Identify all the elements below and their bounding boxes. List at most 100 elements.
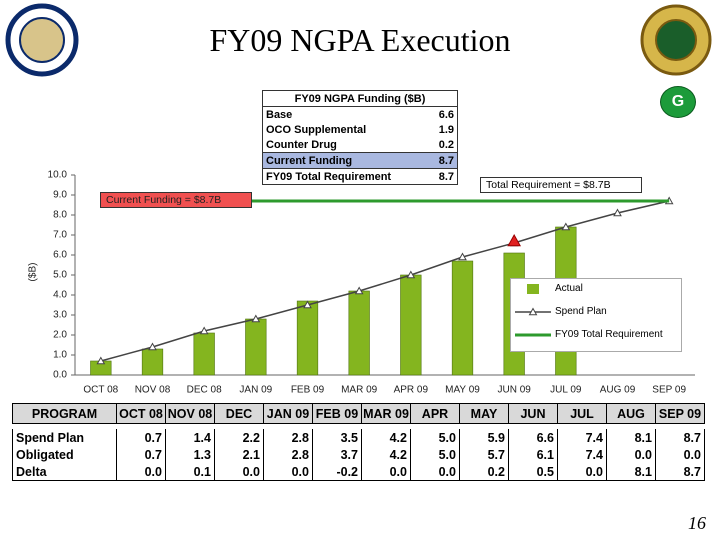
x-tick-label: OCT 08 [83,385,118,396]
annotation: Current Funding = $8.7B [100,192,252,208]
bar [348,290,370,376]
column-header: DEC [214,403,264,424]
row-label: Obligated [12,446,117,463]
cell: 4.2 [361,429,411,446]
line [100,200,670,362]
data-table: PROGRAM OCT 08 NOV 08 DEC JAN 09 FEB 09 MAR 09… [12,403,705,481]
cell: 0.0 [116,463,166,481]
cell: 0.0 [655,446,705,463]
bar [245,318,267,376]
y-tick-label: 10.0 [48,170,68,181]
cell: 0.1 [165,463,215,481]
bar [141,348,164,376]
column-header: MAY [459,403,509,424]
bar [451,260,474,376]
legend-swatch [515,307,551,316]
legend: Actual Spend Plan FY09 Total Requirement [510,278,682,352]
status-badge: G [660,86,696,118]
y-tick-label: 2.0 [53,330,67,341]
cell: 2.8 [263,429,313,446]
row-label: OCO Supplemental [266,123,367,136]
cell: -0.2 [312,463,362,481]
column-header: JAN 09 [263,403,313,424]
y-tick-label: 4.0 [53,290,67,301]
legend-marker [528,307,538,316]
x-tick-label: APR 09 [394,385,429,396]
y-tick-label: 7.0 [53,230,67,241]
cell: 0.2 [459,463,509,481]
table-row: Delta 0.0 0.1 0.0 0.0 -0.2 0.0 0.0 0.2 0.5 0.0 8.1 8… [12,463,705,481]
legend-label: Actual [555,283,583,294]
column-header: APR [410,403,460,424]
line-marker [354,286,364,295]
cell: 0.7 [116,446,166,463]
cell: 8.7 [429,152,458,169]
cell: 5.0 [410,446,460,463]
line-marker [199,326,209,335]
cell: 3.5 [312,429,362,446]
x-tick-label: DEC 08 [187,385,222,396]
line-marker [96,356,106,365]
bar [296,300,319,376]
row-label: Counter Drug [266,138,337,151]
cell: 1.9 [438,123,454,136]
column-header: AUG [606,403,656,424]
x-tick-label: NOV 08 [135,385,171,396]
row-label: Spend Plan [12,429,117,446]
table-row: Spend Plan 0.7 1.4 2.2 2.8 3.5 4.2 5.0 5.9 6.6 7.4… [12,429,705,446]
line-marker [458,252,467,261]
cell: 1.4 [165,429,215,446]
page-number: 16 [688,513,706,533]
cell: 5.9 [459,429,509,446]
table-row: Obligated 0.7 1.3 2.1 2.8 3.7 4.2 5.0 5.7 6.1 7.4 0… [12,446,705,463]
table-title-row: FY09 NGPA Funding ($B) [262,90,458,107]
cell: 2.1 [214,446,264,463]
column-header: NOV 08 [165,403,215,424]
x-tick-label: JUL 09 [550,385,582,396]
cell: 7.4 [557,446,607,463]
bar [400,274,422,376]
column-header: PROGRAM [12,403,117,424]
y-tick-label: 1.0 [53,350,67,361]
slide-title: FY09 NGPA Execution [209,22,511,58]
cell: 0.5 [508,463,558,481]
x-tick-label: AUG 09 [600,385,636,396]
x-tick-label: MAR 09 [341,385,378,396]
left-seal-center [19,17,65,63]
cell: 7.4 [557,429,607,446]
bar [193,332,215,376]
line-marker [303,300,312,309]
table-row: Current Funding 8.7 [262,152,458,169]
x-tick-label: FEB 09 [291,385,325,396]
cell: 5.0 [410,429,460,446]
cell: 5.7 [459,446,509,463]
cell: 0.0 [214,463,264,481]
x-tick-label: SEP 09 [652,385,686,396]
y-tick-label: 5.0 [53,270,67,281]
row-label: Current Funding [262,152,430,169]
y-axis-label: ($B) [28,263,39,282]
alert-marker [507,233,522,247]
line-marker [148,342,157,351]
cell: 0.0 [263,463,313,481]
cell: 6.6 [508,429,558,446]
line-marker [251,314,261,323]
header-row: PROGRAM OCT 08 NOV 08 DEC JAN 09 FEB 09 MAR 09… [12,403,705,424]
column-header: SEP 09 [655,403,705,424]
cell: 0.0 [361,463,411,481]
cell: 8.1 [606,463,656,481]
right-seal-center [655,19,697,61]
table-row: Base 6.6 [263,107,458,123]
legend-label: FY09 Total Requirement [555,329,663,340]
cell: 0.0 [410,463,460,481]
y-tick-label: 3.0 [53,310,67,321]
y-tick-label: 6.0 [53,250,67,261]
cell: 2.2 [214,429,264,446]
cell: 6.6 [438,108,454,121]
cell: 8.1 [606,429,656,446]
table-head: PROGRAM OCT 08 NOV 08 DEC JAN 09 FEB 09 MAR 09… [12,403,705,424]
cell: 0.0 [557,463,607,481]
legend-bar [527,284,539,294]
annotation: Total Requirement = $8.7B [480,177,642,193]
